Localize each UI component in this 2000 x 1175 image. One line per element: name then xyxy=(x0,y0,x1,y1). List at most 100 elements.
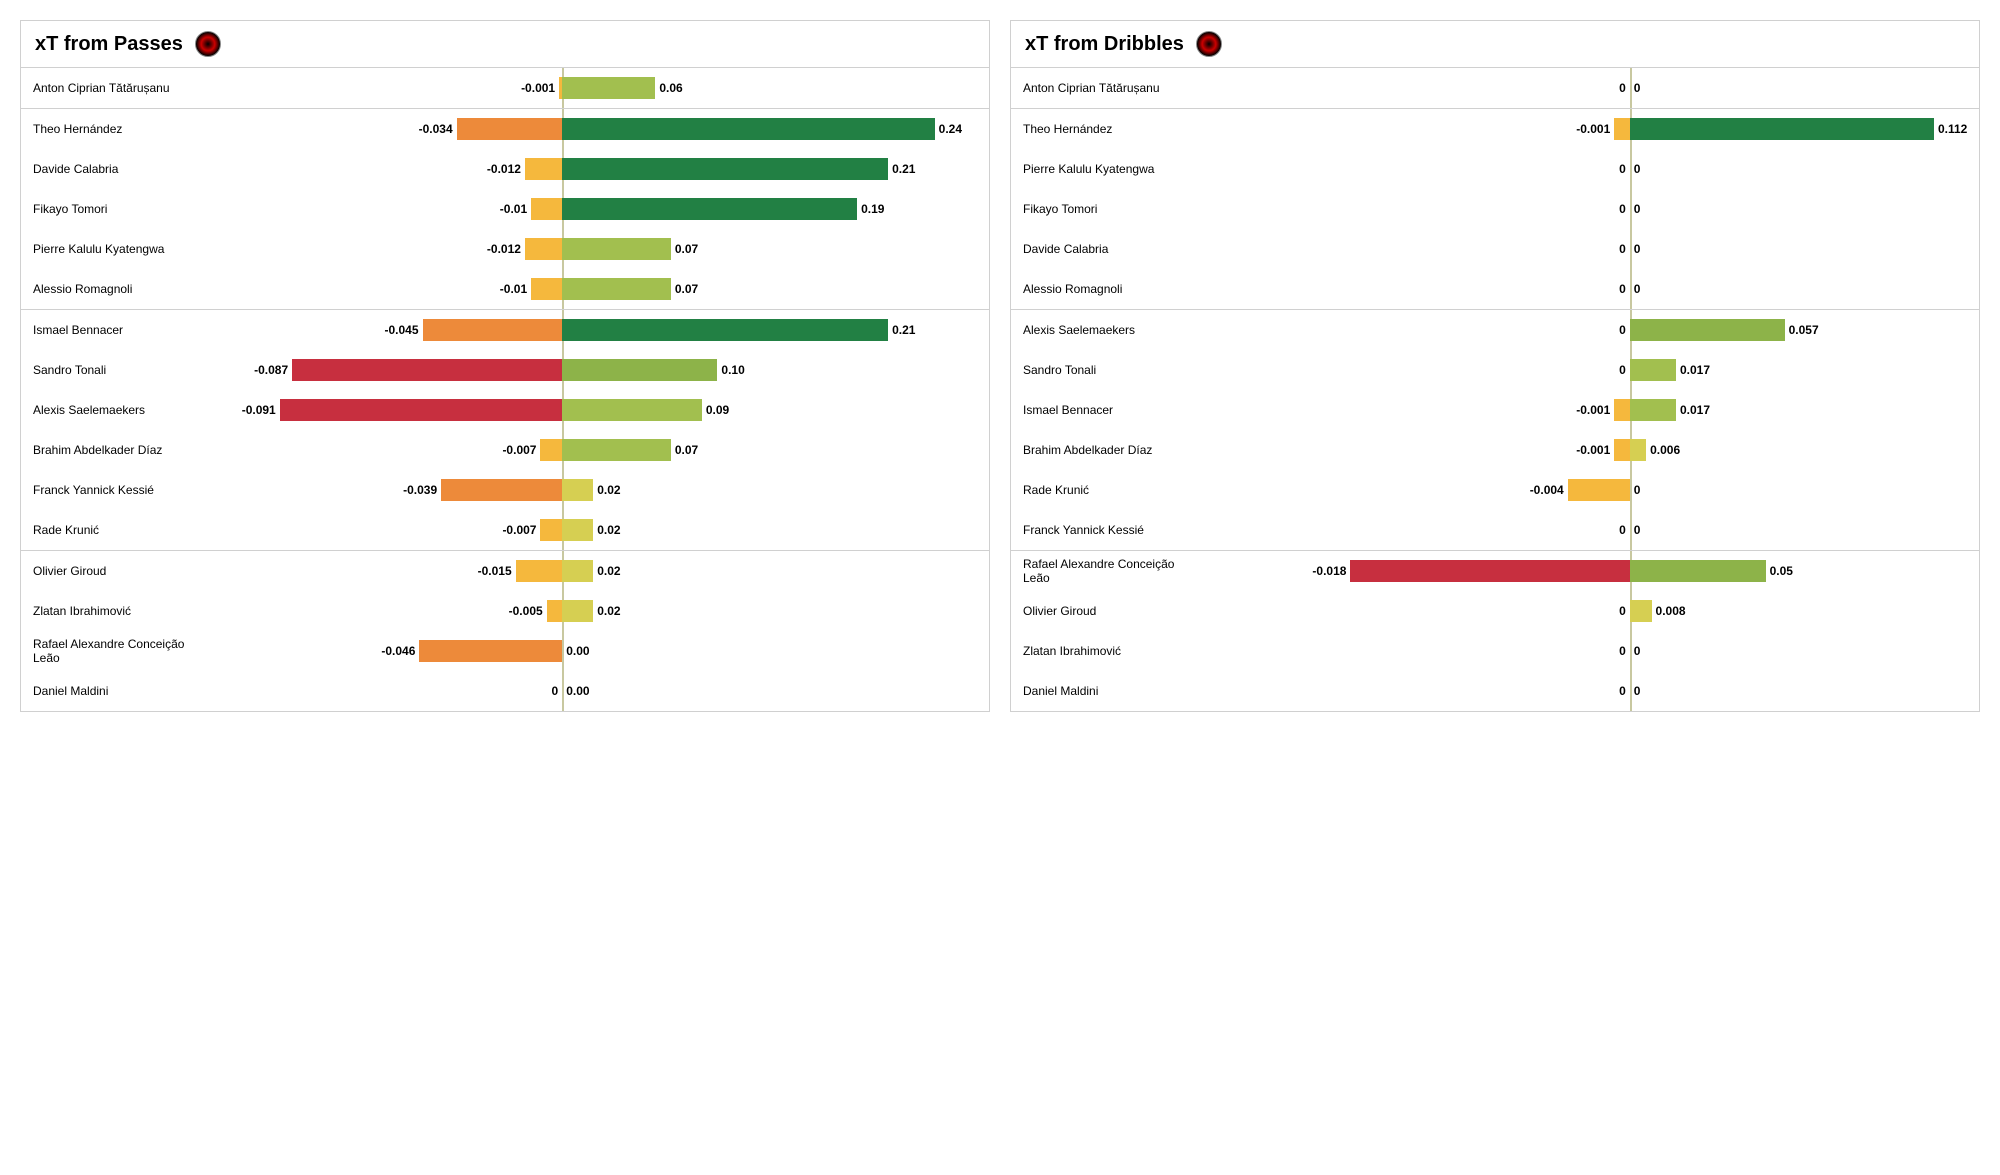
negative-value-label: -0.045 xyxy=(384,323,422,337)
player-row: Ismael Bennacer-0.0010.017 xyxy=(1011,390,1979,430)
player-row: Rafael Alexandre Conceição Leão-0.0180.0… xyxy=(1011,551,1979,591)
player-row: Rafael Alexandre Conceição Leão-0.0460.0… xyxy=(21,631,989,671)
player-group: Rafael Alexandre Conceição Leão-0.0180.0… xyxy=(1011,551,1979,711)
player-row: Alexis Saelemaekers00.057 xyxy=(1011,310,1979,350)
player-name: Anton Ciprian Tătărușanu xyxy=(21,81,213,95)
dribbles-chart-panel: xT from Dribbles Anton Ciprian Tătărușan… xyxy=(1010,20,1980,712)
positive-value-label: 0.05 xyxy=(1766,564,1793,578)
player-name: Alexis Saelemaekers xyxy=(21,403,213,417)
player-row: Rade Krunić -0.004 0 xyxy=(1011,470,1979,510)
player-row: Franck Yannick Kessié-0.0390.02 xyxy=(21,470,989,510)
player-group: Alexis Saelemaekers00.057Sandro Tonali00… xyxy=(1011,310,1979,551)
player-name: Franck Yannick Kessié xyxy=(21,483,213,497)
passes-chart-header: xT from Passes xyxy=(21,21,989,68)
negative-value-label: -0.091 xyxy=(242,403,280,417)
negative-bar xyxy=(423,319,563,341)
negative-bar xyxy=(516,560,563,582)
player-name: Brahim Abdelkader Díaz xyxy=(21,443,213,457)
player-group: Theo Hernández-0.0010.112 Pierre Kalulu K… xyxy=(1011,109,1979,310)
player-name: Rade Krunić xyxy=(1011,483,1203,497)
negative-value-label: 0 xyxy=(1619,684,1630,698)
team-logo-icon xyxy=(1196,31,1222,57)
negative-value-label: -0.046 xyxy=(381,644,419,658)
positive-value-label: 0 xyxy=(1630,282,1641,296)
negative-value-label: 0 xyxy=(1619,81,1630,95)
positive-bar xyxy=(562,319,888,341)
positive-value-label: 0 xyxy=(1630,242,1641,256)
bar-area: -0.0010.006 xyxy=(1203,430,1979,470)
positive-value-label: 0.00 xyxy=(562,684,589,698)
negative-value-label: -0.087 xyxy=(254,363,292,377)
positive-bar xyxy=(562,238,671,260)
bar-area: -0.0870.10 xyxy=(213,350,989,390)
bar-area: -0.046 0.00 xyxy=(213,631,989,671)
negative-bar xyxy=(1614,118,1630,140)
positive-value-label: 0.19 xyxy=(857,202,884,216)
negative-bar xyxy=(540,439,562,461)
positive-value-label: 0 xyxy=(1630,162,1641,176)
negative-value-label: -0.004 xyxy=(1530,483,1568,497)
negative-bar xyxy=(547,600,563,622)
negative-value-label: 0 xyxy=(1619,363,1630,377)
positive-value-label: 0.017 xyxy=(1676,363,1710,377)
player-row: Theo Hernández-0.0010.112 xyxy=(1011,109,1979,149)
bar-area: 00 xyxy=(1203,229,1979,269)
positive-value-label: 0.006 xyxy=(1646,443,1680,457)
bar-area: 00.057 xyxy=(1203,310,1979,350)
player-row: Davide Calabria-0.0120.21 xyxy=(21,149,989,189)
player-name: Sandro Tonali xyxy=(21,363,213,377)
player-name: Daniel Maldini xyxy=(1011,684,1203,698)
positive-bar xyxy=(1630,319,1785,341)
negative-value-label: -0.034 xyxy=(419,122,457,136)
bar-area: 00 xyxy=(1203,671,1979,711)
positive-value-label: 0 xyxy=(1630,644,1641,658)
player-row: Franck Yannick Kessié00 xyxy=(1011,510,1979,550)
player-row: Olivier Giroud00.008 xyxy=(1011,591,1979,631)
positive-value-label: 0.00 xyxy=(562,644,589,658)
bar-area: -0.0120.07 xyxy=(213,229,989,269)
negative-value-label: -0.01 xyxy=(500,202,531,216)
negative-bar xyxy=(540,519,562,541)
positive-bar xyxy=(562,600,593,622)
bar-area: 00 xyxy=(1203,189,1979,229)
player-name: Pierre Kalulu Kyatengwa xyxy=(1011,162,1203,176)
negative-value-label: 0 xyxy=(1619,523,1630,537)
bar-area: 00.00 xyxy=(213,671,989,711)
player-row: Theo Hernández-0.0340.24 xyxy=(21,109,989,149)
negative-value-label: 0 xyxy=(1619,242,1630,256)
player-row: Anton Ciprian Tătărușanu00 xyxy=(1011,68,1979,108)
positive-value-label: 0.02 xyxy=(593,564,620,578)
dribbles-chart-header: xT from Dribbles xyxy=(1011,21,1979,68)
negative-value-label: -0.018 xyxy=(1312,564,1350,578)
positive-value-label: 0 xyxy=(1630,483,1641,497)
positive-bar xyxy=(1630,439,1646,461)
player-row: Daniel Maldini00 xyxy=(1011,671,1979,711)
bar-area: -0.0340.24 xyxy=(213,109,989,149)
player-name: Rade Krunić xyxy=(21,523,213,537)
player-row: Alexis Saelemaekers-0.0910.09 xyxy=(21,390,989,430)
negative-value-label: -0.015 xyxy=(478,564,516,578)
bar-area: 00 xyxy=(1203,269,1979,309)
negative-value-label: 0 xyxy=(1619,282,1630,296)
negative-value-label: -0.007 xyxy=(502,443,540,457)
bar-area: -0.0390.02 xyxy=(213,470,989,510)
positive-value-label: 0 xyxy=(1630,202,1641,216)
player-group: Anton Ciprian Tătărușanu00 xyxy=(1011,68,1979,109)
player-name: Anton Ciprian Tătărușanu xyxy=(1011,81,1203,95)
negative-bar xyxy=(525,158,562,180)
negative-value-label: -0.007 xyxy=(502,523,540,537)
negative-value-label: 0 xyxy=(1619,604,1630,618)
player-group: Olivier Giroud-0.0150.02Zlatan Ibrahimov… xyxy=(21,551,989,711)
negative-bar xyxy=(1614,399,1630,421)
player-name: Zlatan Ibrahimović xyxy=(21,604,213,618)
bar-area: -0.0450.21 xyxy=(213,310,989,350)
passes-chart-title: xT from Passes xyxy=(35,33,183,56)
positive-value-label: 0.21 xyxy=(888,162,915,176)
player-name: Pierre Kalulu Kyatengwa xyxy=(21,242,213,256)
negative-value-label: 0 xyxy=(1619,644,1630,658)
negative-bar xyxy=(292,359,562,381)
negative-value-label: 0 xyxy=(1619,202,1630,216)
bar-area: -0.0070.07 xyxy=(213,430,989,470)
positive-bar xyxy=(1630,359,1676,381)
bar-area: -0.01 0.19 xyxy=(213,189,989,229)
